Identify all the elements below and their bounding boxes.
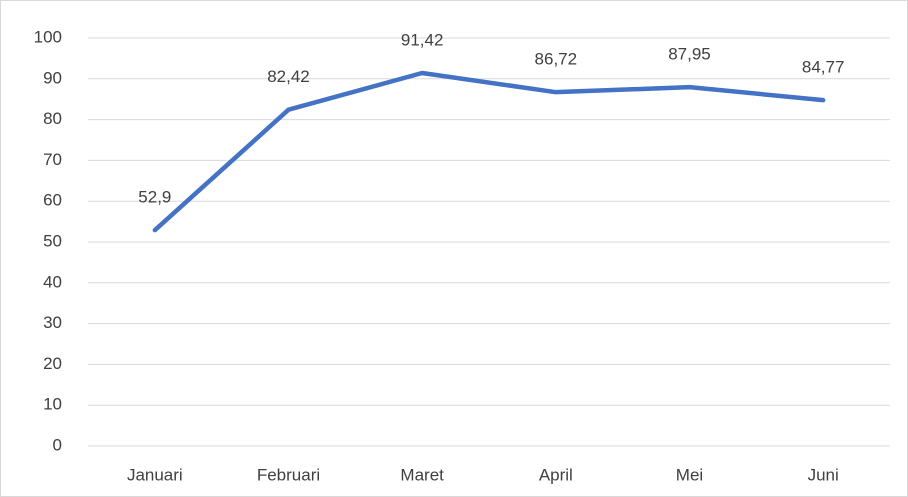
x-tick-label: Maret: [400, 465, 444, 484]
line: [152, 70, 826, 233]
y-tick-label: 90: [43, 68, 62, 87]
y-tick-label: 20: [43, 354, 62, 373]
y-tick-label: 10: [43, 395, 62, 414]
data-label: 52,9: [138, 188, 171, 207]
data-label: 86,72: [535, 50, 578, 69]
y-tick-label: 40: [43, 272, 62, 291]
data-label: 91,42: [401, 30, 444, 49]
y-tick-label: 50: [43, 231, 62, 250]
x-tick-label: April: [539, 465, 573, 484]
x-tick-label: Mei: [676, 465, 703, 484]
y-tick-label: 70: [43, 150, 62, 169]
data-label: 84,77: [802, 58, 845, 77]
y-tick-label: 30: [43, 313, 62, 332]
y-tick-label: 80: [43, 109, 62, 128]
y-tick-label: 100: [34, 27, 62, 46]
data-label: 82,42: [267, 67, 310, 86]
x-tick-label: Januari: [127, 465, 183, 484]
x-tick-label: Juni: [808, 465, 839, 484]
x-tick-label: Februari: [257, 465, 320, 484]
y-tick-label: 60: [43, 191, 62, 210]
y-tick-label: 0: [53, 435, 62, 454]
data-label: 87,95: [668, 45, 711, 64]
